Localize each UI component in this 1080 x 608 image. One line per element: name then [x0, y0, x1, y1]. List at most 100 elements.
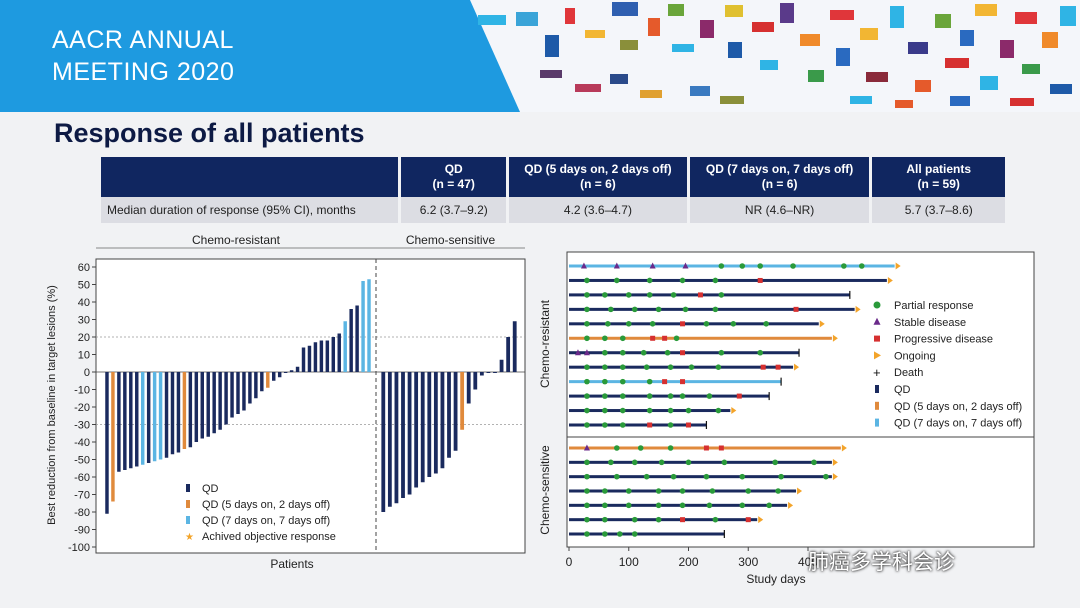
- chemo-resistant-bar: [325, 340, 330, 372]
- y-tick-label: -80: [74, 507, 90, 519]
- legend-partial-icon: [873, 301, 881, 309]
- legend-entry-1: QD (5 days on, 2 days off): [202, 499, 330, 511]
- stable-disease-marker: [580, 262, 587, 269]
- progressive-disease-marker: [680, 379, 686, 385]
- partial-response-marker: [602, 335, 608, 342]
- chemo-sensitive-bar: [420, 372, 425, 483]
- partial-response-marker: [631, 306, 638, 313]
- legend-entry-2: QD (7 days on, 7 days off): [202, 515, 330, 527]
- partial-response-marker: [670, 473, 677, 480]
- chemo-resistant-bar: [295, 366, 300, 372]
- chemo-sensitive-bar: [427, 372, 432, 477]
- progressive-disease-marker: [680, 321, 686, 327]
- chemo-resistant-bar: [283, 372, 288, 373]
- legend-ongoing-icon: [874, 351, 881, 360]
- legend-progressive-icon: [874, 335, 880, 342]
- chemo-sensitive-bar: [447, 372, 451, 458]
- legend-death-icon: +: [873, 365, 881, 380]
- partial-response-marker: [778, 473, 784, 480]
- progressive-disease-marker: [686, 422, 691, 428]
- y-tick-label: 20: [78, 332, 90, 344]
- progressive-disease-marker: [662, 379, 668, 385]
- swimmer-bar: [569, 307, 855, 311]
- swimmer-legend-item: Stable disease: [873, 317, 966, 329]
- chemo-resistant-bar: [129, 372, 133, 469]
- partial-response-marker: [643, 364, 650, 370]
- partial-response-marker: [584, 306, 590, 313]
- legend-qd-icon: [875, 385, 879, 393]
- chemo-resistant-bar: [170, 372, 175, 455]
- chemo-resistant-bar: [230, 372, 234, 418]
- swimmer-group-label-chemo-resistant: Chemo-resistant: [538, 299, 552, 388]
- swimmer-bar: [569, 322, 819, 326]
- chemo-resistant-bar: [277, 372, 282, 378]
- waterfall-chart: Chemo-resistant Chemo-sensitive 60 50 40 30 20…: [46, 233, 526, 571]
- banner-blue-shape: [0, 0, 520, 112]
- progressive-disease-marker: [718, 445, 724, 451]
- chemo-resistant-bar: [105, 372, 109, 514]
- ongoing-marker: [832, 458, 838, 466]
- cell-qd-7-7: NR (4.6–NR): [688, 197, 873, 223]
- stable-disease-marker: [583, 444, 590, 451]
- chemo-sensitive-bar: [440, 372, 445, 469]
- partial-response-marker: [584, 516, 590, 523]
- partial-response-marker: [640, 349, 647, 356]
- chemo-sensitive-bar: [466, 372, 471, 404]
- y-tick-label: 10: [78, 350, 90, 362]
- partial-response-marker: [602, 364, 608, 370]
- partial-response-marker: [614, 277, 620, 284]
- partial-response-marker: [667, 445, 674, 451]
- ongoing-marker: [788, 501, 794, 509]
- table-header-qd-5-2: QD (5 days on, 2 days off) (n = 6): [507, 157, 690, 197]
- partial-response-marker: [712, 516, 719, 523]
- progressive-disease-marker: [662, 335, 668, 341]
- ongoing-marker: [841, 444, 847, 452]
- partial-response-marker: [646, 277, 653, 284]
- table-header-row: QD (n = 47) QD (5 days on, 2 days off) (n …: [101, 157, 1008, 197]
- chemo-resistant-bar: [123, 372, 127, 470]
- banner-mosaic: [478, 2, 1076, 108]
- partial-response-marker: [658, 459, 665, 466]
- partial-response-marker: [685, 459, 692, 466]
- partial-response-marker: [664, 349, 671, 356]
- partial-response-marker: [703, 473, 710, 480]
- ongoing-marker: [797, 487, 803, 495]
- table-header-blank: [101, 157, 402, 197]
- partial-response-marker: [584, 378, 590, 385]
- partial-response-marker: [670, 292, 677, 298]
- chemo-sensitive-bar: [473, 372, 478, 390]
- partial-response-marker: [584, 531, 590, 537]
- partial-response-marker: [667, 422, 674, 428]
- ongoing-marker: [832, 473, 838, 481]
- stable-disease-marker: [574, 349, 581, 356]
- chemo-resistant-bar: [313, 342, 318, 372]
- progressive-disease-marker: [703, 445, 709, 451]
- partial-response-marker: [584, 422, 590, 428]
- chemo-sensitive-bar: [433, 372, 438, 474]
- legend-entry-3: Achived objective response: [202, 531, 336, 543]
- chemo-sensitive-bar: [381, 372, 386, 512]
- chemo-sensitive-bar: [387, 372, 392, 507]
- partial-response-marker: [763, 321, 769, 327]
- partial-response-marker: [739, 473, 746, 480]
- chemo-sensitive-bar: [407, 372, 412, 495]
- chemo-resistant-bar: [254, 372, 258, 399]
- chemo-resistant-bar: [367, 279, 371, 372]
- partial-response-marker: [706, 393, 713, 399]
- chemo-resistant-bar: [319, 340, 324, 372]
- swimmer-legend-label: Death: [894, 367, 923, 379]
- partial-response-marker: [655, 516, 662, 523]
- partial-response-marker: [679, 502, 686, 509]
- ongoing-marker: [731, 407, 737, 415]
- partial-response-marker: [631, 516, 638, 523]
- partial-response-marker: [643, 473, 650, 480]
- chemo-resistant-bar: [343, 321, 347, 372]
- partial-response-marker: [631, 459, 638, 466]
- partial-response-marker: [602, 531, 608, 537]
- partial-response-marker: [614, 445, 620, 451]
- table-header-qd-7-7: QD (7 days on, 7 days off) (n = 6): [688, 157, 873, 197]
- y-tick-label: -50: [74, 455, 90, 467]
- chemo-resistant-bar: [307, 345, 312, 372]
- swimmer-bar: [569, 264, 895, 268]
- y-tick-label: -70: [74, 490, 90, 502]
